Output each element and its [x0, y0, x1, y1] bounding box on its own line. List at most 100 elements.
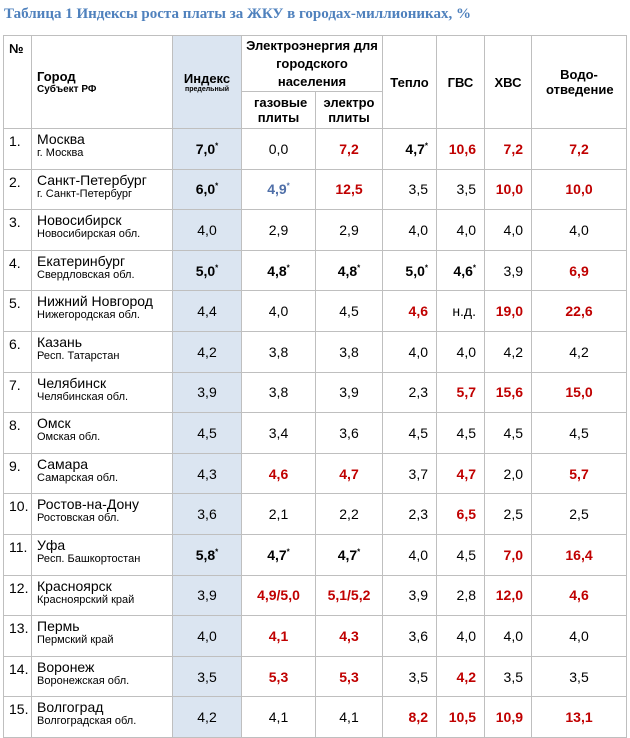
footnote-mark: *	[357, 547, 361, 557]
value: 4,0	[408, 546, 428, 563]
value: 4,0	[569, 627, 589, 644]
value: 4,1	[268, 709, 289, 726]
cell-gas: 0,0	[241, 128, 316, 170]
region-name: Ростовская обл.	[37, 512, 120, 525]
value: 5,0	[195, 262, 216, 279]
cell-water: 10,0	[531, 168, 627, 211]
footnote-mark: *	[215, 547, 219, 557]
row-number: 1.	[3, 128, 32, 170]
value: 2,5	[569, 506, 589, 523]
city-cell: Екатеринбург Свердловская обл.	[31, 249, 173, 292]
cell-heat: 3,7	[382, 452, 437, 495]
value: 6,9	[569, 262, 589, 279]
cell-index: 4,5	[172, 412, 242, 454]
value: 0,0	[268, 140, 289, 157]
value: 12,5	[335, 181, 363, 198]
value: 4,0	[503, 627, 523, 644]
table-row: 3. Новосибирск Новосибирская обл. 4,0 2,9 2,…	[3, 209, 627, 251]
table-title: Таблица 1 Индексы роста платы за ЖКУ в г…	[4, 6, 471, 22]
cell-gas: 5,3	[241, 655, 316, 698]
table-row: 9. Самара Самарская обл. 4,3 4,6 4,7 3,7 4,7 2,…	[3, 452, 627, 495]
cell-hvs: 3,5	[484, 655, 532, 698]
cell-hvs: 4,2	[484, 330, 532, 373]
cell-gvs: 10,6	[436, 128, 485, 170]
cell-index: 4,0	[172, 209, 242, 251]
header-index-label: Индекс	[183, 71, 231, 86]
value: 13,1	[565, 709, 593, 726]
row-number: 7.	[3, 371, 32, 414]
table-row: 2. Санкт-Петербург г. Санкт-Петербург 6,0*…	[3, 168, 627, 211]
cell-gvs: 4,0	[436, 330, 485, 373]
cell-elec: 7,2	[315, 128, 383, 170]
city-name: Казань	[37, 333, 83, 350]
value: 4,7	[456, 465, 476, 482]
value: 5,7	[456, 384, 476, 401]
cell-gas: 4,1	[241, 615, 316, 657]
cell-gas: 3,8	[241, 330, 316, 373]
cell-heat: 3,6	[382, 615, 437, 657]
cell-index: 3,9	[172, 371, 242, 414]
region-name: Омская обл.	[37, 431, 101, 444]
table-row: 13. Пермь Пермский край 4,0 4,1 4,3 3,6 4,0 4,0…	[3, 615, 627, 657]
value: 4,0	[268, 303, 289, 320]
value: 6,5	[456, 506, 476, 523]
cell-heat: 4,0	[382, 209, 437, 251]
cell-heat: 3,9	[382, 574, 437, 617]
value: 4,5	[339, 303, 359, 320]
cell-elec: 3,8	[315, 330, 383, 373]
city-name: Екатеринбург	[37, 252, 126, 269]
city-cell: Санкт-Петербург г. Санкт-Петербург	[31, 168, 173, 211]
value: 2,2	[339, 506, 359, 523]
value: 10,5	[448, 709, 476, 726]
value: 10,0	[565, 181, 593, 198]
cell-gas: 3,4	[241, 412, 316, 454]
row-number: 6.	[3, 330, 32, 373]
header-hvs: ХВС	[484, 35, 532, 129]
cell-heat: 4,5	[382, 412, 437, 454]
table-row: 10. Ростов-на-Дону Ростовская обл. 3,6 2,1 2…	[3, 493, 627, 535]
value: 6,0	[195, 181, 216, 198]
value: 7,2	[569, 140, 589, 157]
footnote-mark: *	[215, 181, 219, 191]
city-cell: Новосибирск Новосибирская обл.	[31, 209, 173, 251]
cell-water: 5,7	[531, 452, 627, 495]
value: 4,5	[456, 546, 476, 563]
cell-water: 4,0	[531, 615, 627, 657]
value: 4,0	[569, 221, 589, 238]
city-name: Омск	[37, 415, 71, 432]
cell-elec: 4,3	[315, 615, 383, 657]
value: 3,6	[408, 627, 428, 644]
cell-gvs: 4,7	[436, 452, 485, 495]
value: 4,6	[569, 587, 589, 604]
cell-gvs: 2,8	[436, 574, 485, 617]
cell-water: 22,6	[531, 290, 627, 332]
value: 4,0	[503, 221, 523, 238]
value: 4,6	[453, 262, 473, 279]
value: 3,7	[408, 465, 428, 482]
cell-gvs: 4,0	[436, 209, 485, 251]
city-name: Пермь	[37, 618, 80, 635]
cell-water: 4,6	[531, 574, 627, 617]
cell-elec: 2,2	[315, 493, 383, 535]
cell-water: 4,2	[531, 330, 627, 373]
city-cell: Казань Респ. Татарстан	[31, 330, 173, 373]
table-row: 15. Волгоград Волгоградская обл. 4,2 4,1 4,1…	[3, 696, 627, 738]
cell-heat: 2,3	[382, 493, 437, 535]
city-name: Красноярск	[37, 577, 112, 594]
cell-gvs: 4,5	[436, 533, 485, 576]
cell-gvs: 4,2	[436, 655, 485, 698]
cell-index: 5,8*	[172, 533, 242, 576]
cell-index: 5,0*	[172, 249, 242, 292]
city-name: Москва	[37, 131, 85, 147]
cell-elec: 4,7*	[315, 533, 383, 576]
region-name: Новосибирская обл.	[37, 228, 141, 241]
cell-hvs: 2,0	[484, 452, 532, 495]
region-name: г. Москва	[37, 147, 84, 159]
value: 3,4	[268, 424, 289, 441]
city-name: Новосибирск	[37, 212, 122, 229]
cell-hvs: 4,0	[484, 615, 532, 657]
row-number: 8.	[3, 412, 32, 454]
table-row: 6. Казань Респ. Татарстан 4,2 3,8 3,8 4,0 4,0 4…	[3, 330, 627, 373]
value: 10,6	[448, 140, 476, 157]
city-name: Уфа	[37, 536, 66, 553]
